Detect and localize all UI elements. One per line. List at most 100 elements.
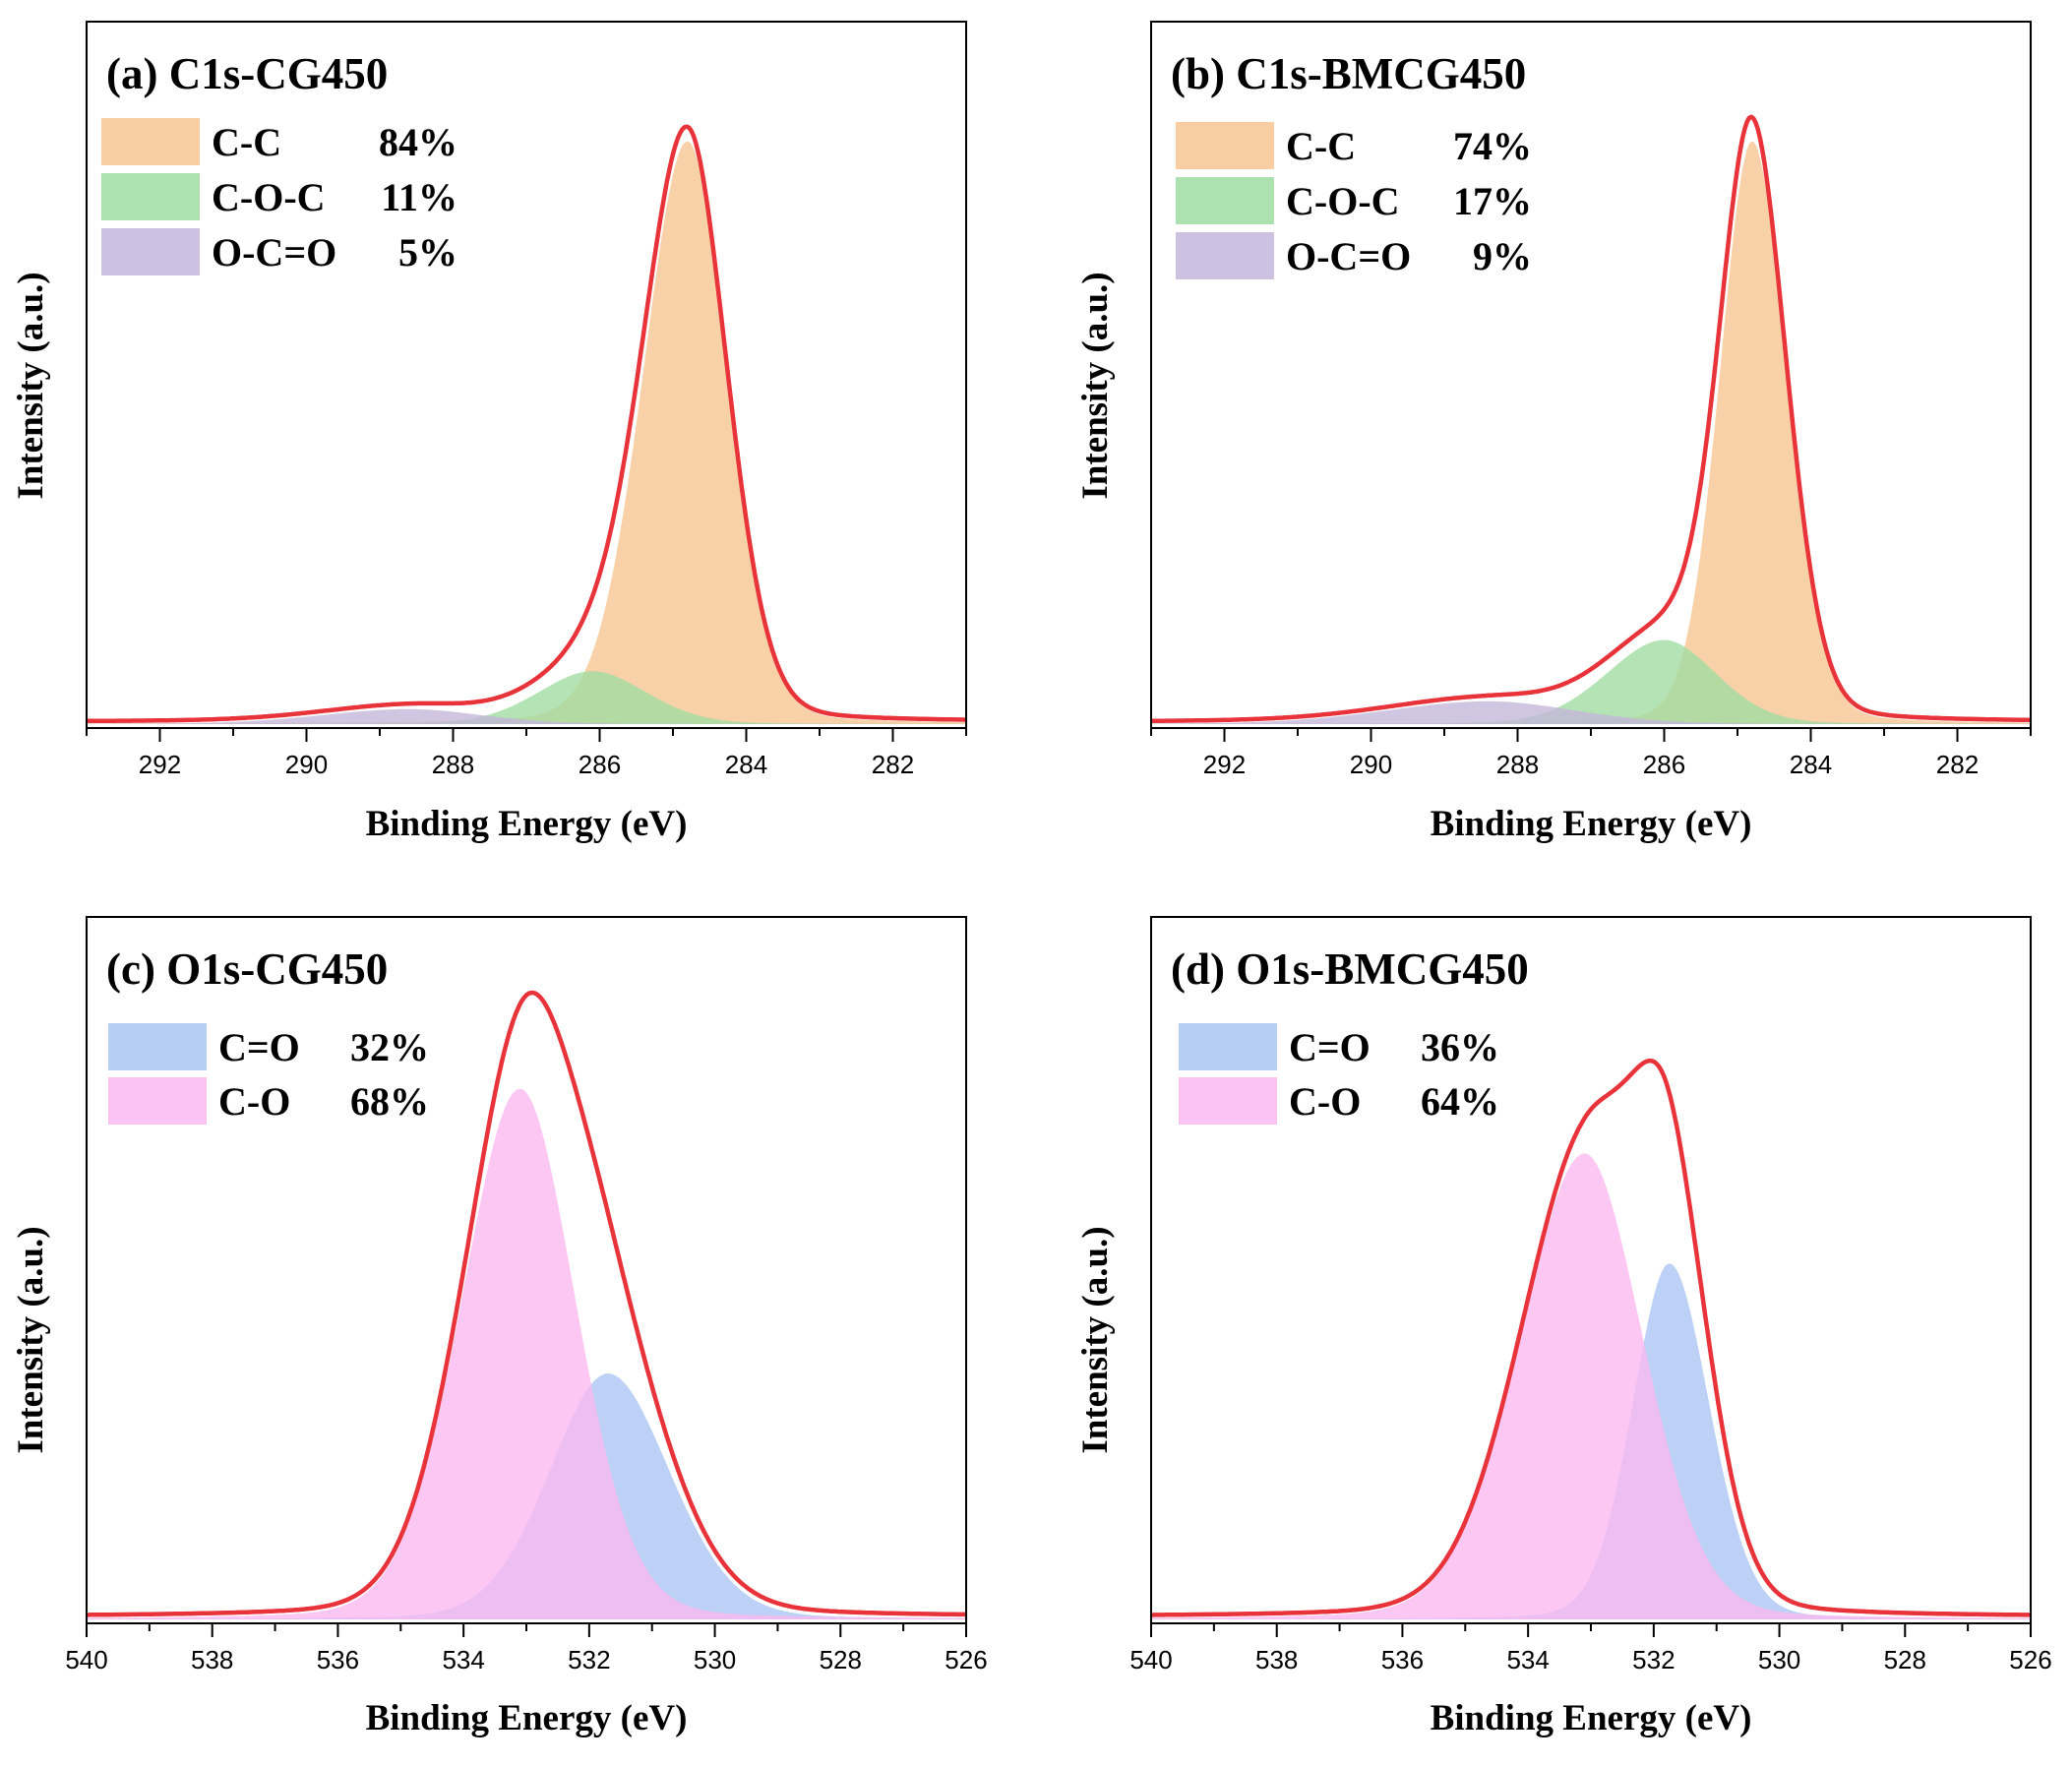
panel-a-plot: 292 290 288 286 284 282: [86, 21, 967, 779]
panel-d-x-tick-label: 528: [1884, 1645, 1926, 1675]
panel-c-legend-swatch: [108, 1077, 207, 1125]
panel-b-ylabel: Intensity (a.u.): [1075, 272, 1116, 499]
panel-b-plot: 292 290 288 286 284 282: [1150, 21, 2032, 779]
panel-d-x-tick-label: 530: [1758, 1645, 1800, 1675]
panel-b: 292 290 288 286 284 282 (b) C1s-BMCG450 C-C 74…: [1075, 21, 2032, 844]
panel-c-peak-c-o: [87, 1088, 966, 1619]
panel-a-legend-label: C-C: [212, 120, 281, 164]
panel-b-peak-c-c: [1151, 141, 2031, 725]
panel-c-title: (c) O1s-CG450: [106, 944, 388, 994]
panel-d-marks: [1151, 1058, 2031, 1619]
panel-a-x-tick-label: 286: [579, 750, 621, 779]
panel-b-legend-value: 74%: [1453, 124, 1532, 168]
panel-b-legend-swatch: [1176, 177, 1274, 224]
panel-d-x-tick-label: 532: [1632, 1645, 1675, 1675]
panel-a-title: (a) C1s-CG450: [106, 49, 388, 98]
panel-b-x-tick-label: 284: [1790, 750, 1832, 779]
panel-c-envelope-line: [87, 990, 966, 1617]
panel-a-marks: [87, 124, 966, 724]
panel-a-legend: C-C 84% C-O-C 11% O-C=O 5%: [101, 118, 457, 275]
panel-a-legend-label: O-C=O: [212, 230, 336, 274]
panel-a-legend-swatch: [101, 228, 200, 275]
panel-c-x-tick-label: 530: [694, 1645, 736, 1675]
panel-a-legend-value: 84%: [379, 120, 457, 164]
panel-a-peak-c-c: [87, 141, 966, 724]
panel-b-legend-label: C-O-C: [1286, 179, 1400, 223]
panel-b-legend: C-C 74% C-O-C 17% O-C=O 9%: [1176, 122, 1532, 279]
panel-b-marks: [1151, 114, 2031, 725]
panel-d-legend-swatch: [1179, 1023, 1277, 1070]
panel-b-legend-swatch: [1176, 232, 1274, 279]
panel-c-marks: [87, 990, 966, 1619]
panel-b-x-tick-label: 288: [1496, 750, 1539, 779]
panel-c-x-tick-label: 538: [191, 1645, 233, 1675]
panel-a-peak-o-c-o: [87, 708, 966, 724]
panel-a: 292 290 288 286 284 282 (a) C1s-CG450 C-C 84%C…: [11, 21, 967, 844]
panel-b-x-tick-label: 282: [1936, 750, 1979, 779]
panel-d-x-tick-label: 540: [1129, 1645, 1172, 1675]
panel-a-envelope-line: [87, 124, 966, 724]
panel-d-x-tick-label: 534: [1506, 1645, 1549, 1675]
panel-c-x-tick-label: 540: [65, 1645, 107, 1675]
panel-b-title: (b) C1s-BMCG450: [1171, 49, 1526, 98]
panel-b-peak-o-c-o: [1151, 700, 2031, 724]
panel-d-legend-label: C-O: [1289, 1079, 1361, 1124]
panel-c-legend-value: 68%: [350, 1079, 429, 1124]
panel-d-title: (d) O1s-BMCG450: [1171, 944, 1529, 994]
panel-b-legend-value: 9%: [1473, 234, 1532, 278]
panel-b-x-tick-label: 286: [1643, 750, 1685, 779]
panel-c-legend-label: C-O: [218, 1079, 290, 1124]
panel-a-legend-label: C-O-C: [212, 175, 326, 219]
panel-d-xlabel: Binding Energy (eV): [1431, 1698, 1752, 1738]
panel-c: 540 538 536 534 532 530 528 526 (c) O1s-CG450 C…: [11, 916, 988, 1738]
panel-a-ylabel: Intensity (a.u.): [11, 272, 51, 499]
panel-a-x-tick-label: 288: [432, 750, 474, 779]
panel-d-ylabel: Intensity (a.u.): [1075, 1226, 1116, 1453]
panel-c-xlabel: Binding Energy (eV): [366, 1698, 688, 1738]
panel-a-x-tick-label: 284: [725, 750, 767, 779]
panel-d-legend-value: 36%: [1421, 1025, 1499, 1069]
panel-b-legend-label: C-C: [1286, 124, 1356, 168]
panel-c-legend-swatch: [108, 1023, 207, 1070]
panel-b-xlabel: Binding Energy (eV): [1431, 804, 1752, 844]
panel-c-ylabel: Intensity (a.u.): [11, 1226, 51, 1453]
panel-d-legend-swatch: [1179, 1077, 1277, 1125]
panel-d-x-tick-label: 526: [2009, 1645, 2051, 1675]
panel-b-envelope-line: [1151, 114, 2031, 723]
panel-b-x-tick-label: 292: [1203, 750, 1246, 779]
panel-a-legend-value: 11%: [381, 175, 457, 219]
panel-d-x-tick-label: 536: [1381, 1645, 1424, 1675]
panel-a-x-tick-label: 292: [139, 750, 181, 779]
panel-d-legend-value: 64%: [1421, 1079, 1499, 1124]
panel-d-envelope-line: [1151, 1058, 2031, 1617]
panel-c-x-tick-label: 532: [568, 1645, 610, 1675]
panel-c-x-tick-label: 534: [442, 1645, 484, 1675]
panel-d-plot: 540 538 536 534 532 530 528 526: [1129, 916, 2052, 1675]
panel-c-plot: 540 538 536 534 532 530 528 526: [65, 916, 988, 1675]
panel-c-x-tick-label: 528: [820, 1645, 862, 1675]
panel-d-x-tick-label: 538: [1255, 1645, 1298, 1675]
panel-a-peak-c-o-c: [87, 671, 966, 724]
panel-b-legend-label: O-C=O: [1286, 234, 1411, 278]
panel-a-x-tick-label: 282: [872, 750, 914, 779]
panel-b-legend-swatch: [1176, 122, 1274, 169]
panel-c-legend: C=O 32% C-O 68%: [108, 1023, 429, 1125]
panel-c-legend-label: C=O: [218, 1025, 300, 1069]
panel-b-legend-value: 17%: [1453, 179, 1532, 223]
panel-d: 540 538 536 534 532 530 528 526 (d) O1s-BMCG450…: [1075, 916, 2052, 1738]
panel-c-x-tick-label: 526: [945, 1645, 987, 1675]
panel-d-peak-c-o: [1151, 1153, 2031, 1619]
panel-a-legend-value: 5%: [398, 230, 457, 274]
panel-b-x-tick-label: 290: [1350, 750, 1392, 779]
panel-b-axes-frame: [1150, 21, 2032, 729]
panel-a-legend-swatch: [101, 118, 200, 165]
panel-d-legend: C=O 36% C-O 64%: [1179, 1023, 1499, 1125]
panel-d-legend-label: C=O: [1289, 1025, 1371, 1069]
panel-c-x-tick-label: 536: [317, 1645, 359, 1675]
panel-b-peak-c-o-c: [1151, 639, 2031, 724]
panel-a-x-tick-label: 290: [285, 750, 328, 779]
panel-a-legend-swatch: [101, 173, 200, 220]
panel-c-legend-value: 32%: [350, 1025, 429, 1069]
panel-a-xlabel: Binding Energy (eV): [366, 804, 688, 844]
